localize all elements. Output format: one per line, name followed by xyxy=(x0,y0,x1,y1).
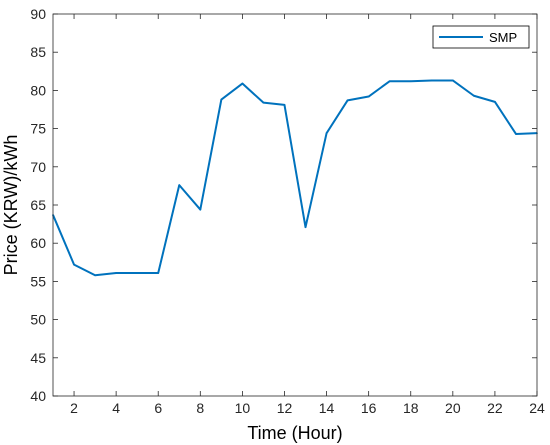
x-tick-label: 18 xyxy=(403,400,419,416)
data-point xyxy=(136,272,138,274)
y-tick-label: 70 xyxy=(30,159,46,175)
data-point xyxy=(220,98,223,101)
data-point xyxy=(494,101,496,103)
data-point xyxy=(178,184,181,186)
data-point xyxy=(262,101,265,104)
y-tick-label: 45 xyxy=(30,350,46,366)
data-point xyxy=(473,94,475,97)
data-point xyxy=(115,272,117,274)
y-tick-label: 90 xyxy=(30,6,46,22)
x-tick-label: 2 xyxy=(70,400,78,416)
x-tick-label: 8 xyxy=(196,400,204,416)
y-tick-label: 55 xyxy=(30,273,46,289)
y-axis-label: Price (KRW)/kWh xyxy=(1,135,21,276)
data-point xyxy=(325,132,328,134)
data-point xyxy=(346,99,349,102)
x-tick-label: 24 xyxy=(529,400,545,416)
x-tick-label: 6 xyxy=(154,400,162,416)
data-point xyxy=(430,79,433,82)
legend-label-smp: SMP xyxy=(489,30,517,45)
data-point xyxy=(304,226,307,228)
data-point xyxy=(515,133,517,135)
legend: SMP xyxy=(432,25,530,49)
x-tick-label: 22 xyxy=(487,400,503,416)
data-point xyxy=(388,80,391,83)
x-axis-label: Time (Hour) xyxy=(247,423,342,443)
data-point xyxy=(157,272,160,274)
y-tick-label: 75 xyxy=(30,121,46,137)
plot-background xyxy=(53,14,537,396)
x-tick-label: 10 xyxy=(235,400,251,416)
data-point xyxy=(241,82,244,85)
data-point xyxy=(283,104,286,106)
axes-layer: 2 4 6 8 10 12 14 16 18 20 22 2440455055606570758085… xyxy=(30,6,545,416)
y-tick-label: 60 xyxy=(30,235,46,251)
data-point xyxy=(73,263,75,266)
x-tick-label: 16 xyxy=(361,400,377,416)
y-tick-label: 65 xyxy=(30,197,46,213)
data-point xyxy=(94,274,96,277)
data-point xyxy=(452,79,454,82)
y-tick-label: 80 xyxy=(30,82,46,98)
y-tick-label: 40 xyxy=(30,388,46,404)
y-tick-label: 50 xyxy=(30,312,46,328)
y-tick-label: 85 xyxy=(30,44,46,60)
x-tick-label: 14 xyxy=(319,400,335,416)
data-point xyxy=(199,208,202,211)
x-tick-label: 4 xyxy=(112,400,120,416)
x-tick-label: 12 xyxy=(277,400,293,416)
data-point xyxy=(409,80,412,83)
x-tick-label: 20 xyxy=(445,400,461,416)
plot-area xyxy=(53,14,537,396)
data-point xyxy=(367,95,370,98)
series-line-smp xyxy=(52,79,538,277)
